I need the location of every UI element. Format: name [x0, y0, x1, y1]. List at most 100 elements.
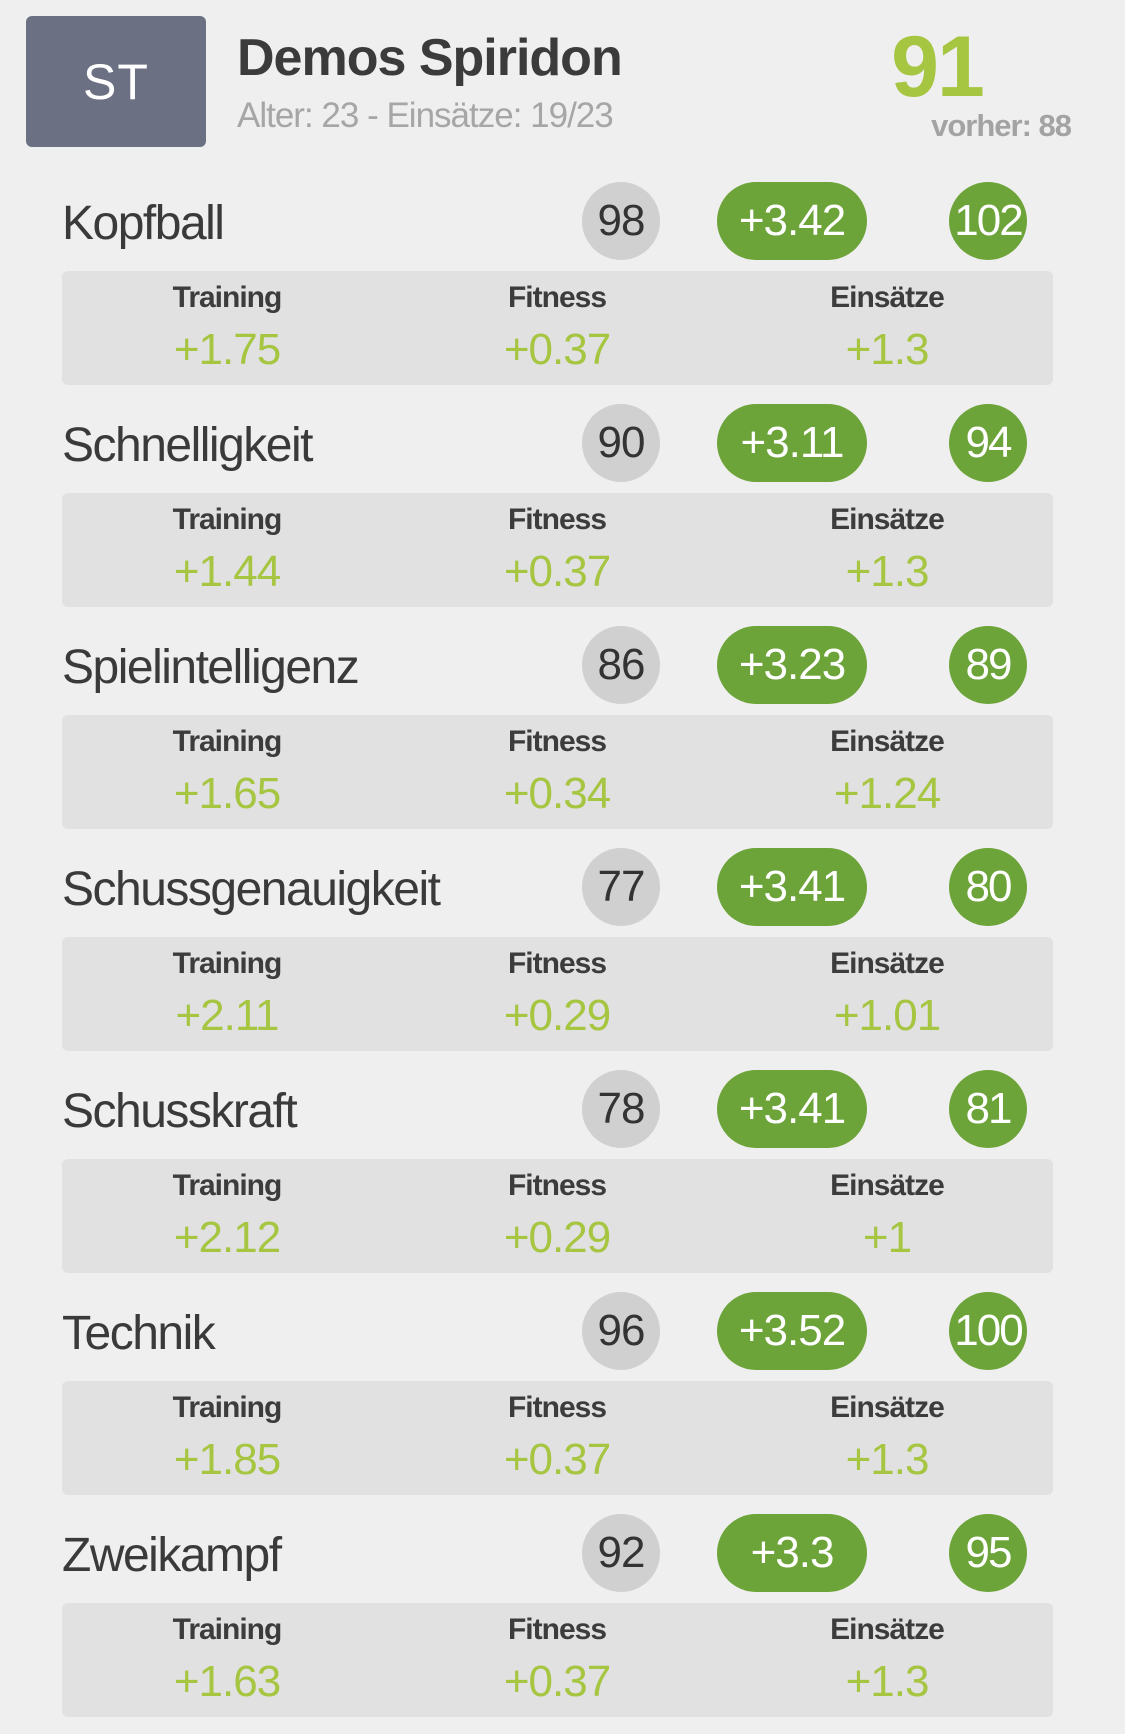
attribute-row: Schusskraft 78 +3.41 81 — [0, 1066, 1125, 1158]
appearances-column: Einsätze +1.3 — [722, 1603, 1052, 1717]
appearances-value: +1.3 — [845, 1435, 930, 1484]
attribute-block: Schusskraft 78 +3.41 81 Training +2.12 F… — [0, 1066, 1125, 1288]
attribute-name: Schusskraft — [62, 1085, 298, 1138]
training-label: Training — [172, 281, 283, 314]
attribute-breakdown: Training +1.85 Fitness +0.37 Einsätze +1… — [62, 1381, 1053, 1495]
appearances-column: Einsätze +1.3 — [722, 493, 1052, 607]
base-value: 98 — [582, 182, 660, 260]
attribute-block: Schussgenauigkeit 77 +3.41 80 Training +… — [0, 844, 1125, 1066]
appearances-value: +1.3 — [845, 1657, 930, 1706]
fitness-value: +0.34 — [503, 769, 611, 818]
fitness-label: Fitness — [507, 1391, 607, 1424]
attribute-row: Spielintelligenz 86 +3.23 89 — [0, 622, 1125, 714]
fitness-column: Fitness +0.37 — [392, 1603, 722, 1717]
fitness-label: Fitness — [507, 503, 607, 536]
fitness-value: +0.37 — [503, 1657, 611, 1706]
delta-value: +3.41 — [717, 848, 867, 926]
new-value: 102 — [949, 182, 1027, 260]
attribute-name: Kopfball — [62, 197, 225, 250]
fitness-value: +0.37 — [503, 547, 611, 596]
attribute-breakdown: Training +1.63 Fitness +0.37 Einsätze +1… — [62, 1603, 1053, 1717]
overall-rating: 91 — [891, 19, 985, 115]
player-name: Demos Spiridon — [237, 29, 623, 87]
attribute-row: Technik 96 +3.52 100 — [0, 1288, 1125, 1380]
fitness-column: Fitness +0.37 — [392, 271, 722, 385]
appearances-label: Einsätze — [830, 947, 945, 980]
attribute-block: Spielintelligenz 86 +3.23 89 Training +1… — [0, 622, 1125, 844]
appearances-label: Einsätze — [830, 1169, 945, 1202]
delta-value: +3.3 — [717, 1514, 867, 1592]
base-value: 86 — [582, 626, 660, 704]
attribute-row: Schussgenauigkeit 77 +3.41 80 — [0, 844, 1125, 936]
training-value: +1.75 — [173, 325, 281, 374]
appearances-column: Einsätze +1 — [722, 1159, 1052, 1273]
training-value: +1.65 — [173, 769, 281, 818]
fitness-label: Fitness — [507, 1613, 607, 1646]
attribute-breakdown: Training +2.11 Fitness +0.29 Einsätze +1… — [62, 937, 1053, 1051]
fitness-column: Fitness +0.29 — [392, 1159, 722, 1273]
training-column: Training +1.85 — [62, 1381, 392, 1495]
appearances-label: Einsätze — [830, 1613, 945, 1646]
training-label: Training — [172, 947, 283, 980]
new-value: 100 — [949, 1292, 1027, 1370]
training-column: Training +1.65 — [62, 715, 392, 829]
attribute-name: Spielintelligenz — [62, 641, 360, 694]
delta-value: +3.52 — [717, 1292, 867, 1370]
training-value: +1.63 — [173, 1657, 281, 1706]
attribute-block: Technik 96 +3.52 100 Training +1.85 Fitn… — [0, 1288, 1125, 1510]
attribute-breakdown: Training +1.65 Fitness +0.34 Einsätze +1… — [62, 715, 1053, 829]
fitness-column: Fitness +0.34 — [392, 715, 722, 829]
training-value: +1.44 — [173, 547, 281, 596]
fitness-label: Fitness — [507, 1169, 607, 1202]
new-value: 89 — [949, 626, 1027, 704]
appearances-value: +1 — [862, 1213, 912, 1262]
appearances-value: +1.3 — [845, 325, 930, 374]
training-label: Training — [172, 1391, 283, 1424]
training-value: +2.12 — [173, 1213, 281, 1262]
appearances-label: Einsätze — [830, 1391, 945, 1424]
delta-value: +3.11 — [717, 404, 867, 482]
fitness-value: +0.37 — [503, 1435, 611, 1484]
position-badge: ST — [26, 16, 206, 147]
appearances-label: Einsätze — [830, 725, 945, 758]
base-value: 92 — [582, 1514, 660, 1592]
attribute-list: Kopfball 98 +3.42 102 Training +1.75 Fit… — [0, 178, 1125, 1732]
fitness-label: Fitness — [507, 947, 607, 980]
previous-rating: vorher: 88 — [931, 108, 1072, 143]
fitness-column: Fitness +0.29 — [392, 937, 722, 1051]
fitness-label: Fitness — [507, 281, 607, 314]
attribute-block: Schnelligkeit 90 +3.11 94 Training +1.44… — [0, 400, 1125, 622]
delta-value: +3.42 — [717, 182, 867, 260]
player-meta: Alter: 23 - Einsätze: 19/23 — [237, 96, 614, 135]
attribute-block: Kopfball 98 +3.42 102 Training +1.75 Fit… — [0, 178, 1125, 400]
player-header: ST Demos Spiridon Alter: 23 - Einsätze: … — [0, 0, 1125, 160]
appearances-label: Einsätze — [830, 503, 945, 536]
training-column: Training +1.44 — [62, 493, 392, 607]
attribute-breakdown: Training +1.44 Fitness +0.37 Einsätze +1… — [62, 493, 1053, 607]
fitness-value: +0.29 — [503, 991, 611, 1040]
appearances-value: +1.3 — [845, 547, 930, 596]
base-value: 78 — [582, 1070, 660, 1148]
fitness-label: Fitness — [507, 725, 607, 758]
training-column: Training +1.63 — [62, 1603, 392, 1717]
base-value: 77 — [582, 848, 660, 926]
appearances-column: Einsätze +1.3 — [722, 271, 1052, 385]
delta-value: +3.41 — [717, 1070, 867, 1148]
fitness-value: +0.29 — [503, 1213, 611, 1262]
attribute-block: Zweikampf 92 +3.3 95 Training +1.63 Fitn… — [0, 1510, 1125, 1732]
training-column: Training +2.11 — [62, 937, 392, 1051]
training-value: +2.11 — [175, 991, 279, 1040]
new-value: 81 — [949, 1070, 1027, 1148]
appearances-label: Einsätze — [830, 281, 945, 314]
new-value: 95 — [949, 1514, 1027, 1592]
attribute-name: Schussgenauigkeit — [62, 863, 441, 916]
appearances-column: Einsätze +1.3 — [722, 1381, 1052, 1495]
attribute-row: Zweikampf 92 +3.3 95 — [0, 1510, 1125, 1602]
training-column: Training +2.12 — [62, 1159, 392, 1273]
base-value: 96 — [582, 1292, 660, 1370]
training-label: Training — [172, 725, 283, 758]
delta-value: +3.23 — [717, 626, 867, 704]
attribute-name: Schnelligkeit — [62, 419, 313, 472]
base-value: 90 — [582, 404, 660, 482]
appearances-column: Einsätze +1.01 — [722, 937, 1052, 1051]
